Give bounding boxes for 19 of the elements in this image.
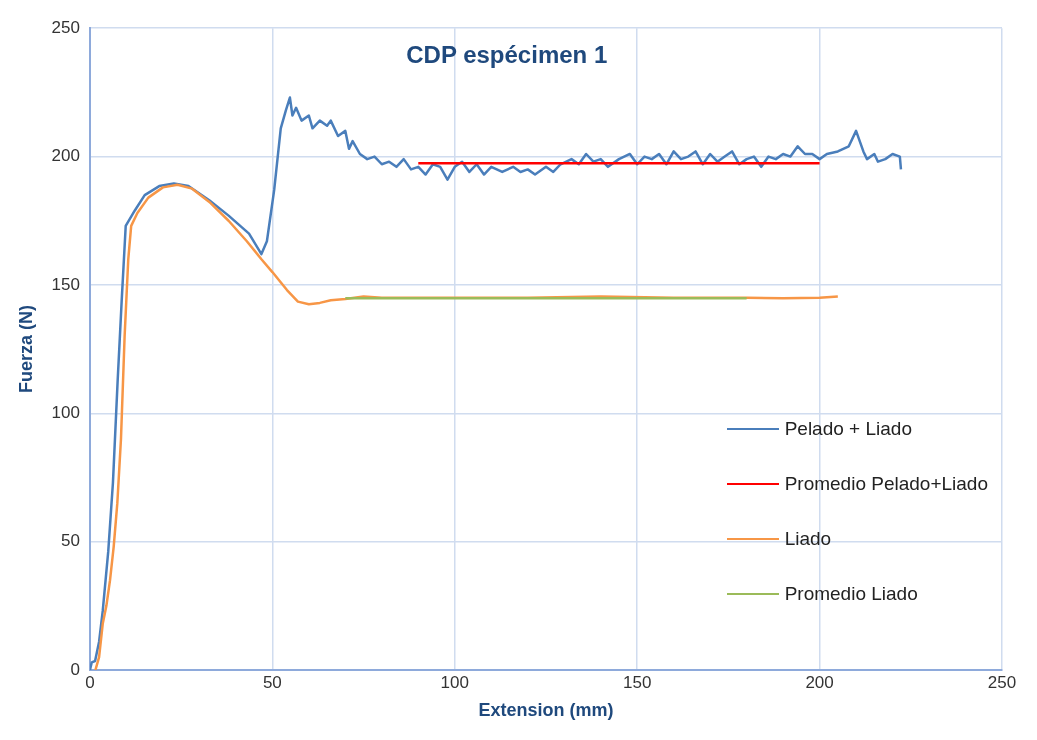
text: CDP espécimen 1 xyxy=(406,40,608,68)
y-tick-label: 0 xyxy=(70,659,80,679)
x-axis-title: Extension (mm) xyxy=(478,700,614,721)
y-axis-title: Fuerza (N) xyxy=(15,305,36,394)
y-tick-label: 250 xyxy=(51,17,80,37)
x-tick-label: 0 xyxy=(85,672,95,692)
x-tick-label: 250 xyxy=(987,672,1017,692)
x-tick-label: 100 xyxy=(440,672,469,692)
y-tick-label: 100 xyxy=(51,402,80,422)
legend-label: Promedio Liado xyxy=(784,583,918,605)
legend-label: Liado xyxy=(784,528,832,550)
legend-label: Pelado + Liado xyxy=(784,418,912,440)
y-tick-label: 200 xyxy=(51,146,80,166)
x-tick-label: 200 xyxy=(805,672,834,692)
legend-label: Promedio Pelado+Liado xyxy=(784,473,988,495)
x-tick-label: 50 xyxy=(262,672,282,692)
y-tick-label: 150 xyxy=(51,274,80,294)
x-tick-label: 150 xyxy=(623,672,652,692)
y-tick-label: 50 xyxy=(61,531,80,551)
